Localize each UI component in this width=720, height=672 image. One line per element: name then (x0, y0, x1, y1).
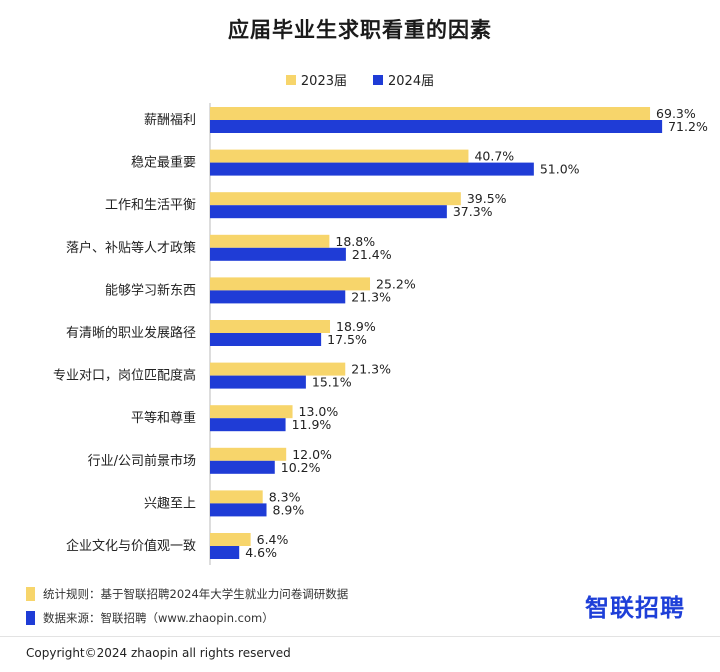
data-label-2023--1: 40.7% (474, 149, 514, 164)
bar-2024--9 (210, 503, 267, 517)
legend: 2023届 2024届 (0, 70, 720, 89)
data-label-2023--6: 21.3% (351, 362, 391, 377)
legend-swatch-2023 (285, 74, 296, 85)
category-label-9: 兴趣至上 (144, 496, 196, 511)
category-label-6: 专业对口，岗位匹配度高 (53, 368, 196, 384)
stats-rule-note: 统计规则：基于智联招聘2024年大学生就业力问卷调研数据 (26, 586, 348, 602)
source-text: 数据来源：智联招聘（www.zhaopin.com） (43, 611, 274, 625)
category-label-4: 能够学习新东西 (105, 282, 196, 298)
data-label-2023--10: 6.4% (257, 532, 289, 547)
bar-2023--5 (210, 320, 331, 333)
copyright-text: Copyright©2024 zhaopin all rights reserv… (26, 646, 291, 660)
category-label-2: 工作和生活平衡 (105, 198, 196, 213)
data-label-2023--0: 69.3% (656, 106, 696, 121)
legend-swatch-2024 (373, 74, 383, 85)
bar-2024--1 (210, 162, 534, 176)
data-label-2024--10: 4.6% (245, 545, 277, 560)
bar-2023--4 (210, 277, 371, 291)
data-label-2023--4: 25.2% (376, 276, 416, 291)
legend-label-2024: 2024届 (388, 74, 435, 89)
data-label-2024--7: 11.9% (292, 417, 332, 432)
data-label-2024--4: 21.3% (351, 289, 391, 304)
bar-2024--7 (210, 418, 286, 432)
data-label-2024--6: 15.1% (312, 375, 352, 390)
data-label-2023--8: 12.0% (292, 447, 332, 462)
bar-2024--0 (210, 120, 663, 133)
data-label-2023--3: 18.8% (335, 234, 375, 249)
bar-2024--6 (210, 375, 306, 389)
bar-2024--4 (210, 290, 346, 304)
zhaopin-logo: 智联招聘 (585, 594, 685, 622)
bar-2023--6 (210, 362, 346, 376)
footer-divider (0, 636, 720, 637)
bar-2023--10 (210, 533, 251, 546)
legend-item-2024: 2024届 (373, 70, 434, 89)
data-label-2024--0: 71.2% (668, 119, 708, 134)
bar-2023--7 (210, 405, 293, 419)
category-label-5: 有清晰的职业发展路径 (66, 325, 196, 341)
category-label-8: 行业/公司前景市场 (88, 453, 196, 469)
category-label-10: 企业文化与价值观一致 (66, 538, 196, 554)
data-label-2024--8: 10.2% (281, 460, 321, 475)
bar-2024--3 (210, 247, 346, 261)
bar-2024--5 (210, 333, 322, 346)
category-label-3: 落户、补贴等人才政策 (66, 240, 196, 256)
bar-2024--10 (210, 546, 240, 559)
data-label-2023--5: 18.9% (336, 319, 376, 334)
bar-2023--0 (210, 107, 651, 120)
data-label-2024--1: 51.0% (540, 162, 580, 177)
bar-2023--3 (210, 234, 330, 248)
bar-chart: 薪酬福利 69.3%71.2% 稳定最重要 40.7% 51.0% 工作和生活平衡 39.5… (53, 103, 708, 565)
category-label-1: 稳定最重要 (131, 155, 196, 171)
chart-title: 应届毕业生求职看重的因素 (228, 18, 492, 42)
note-swatch-blue (26, 611, 35, 625)
bar-2023--9 (210, 490, 263, 504)
stats-rule-text: 统计规则：基于智联招聘2024年大学生就业力问卷调研数据 (43, 587, 349, 601)
source-note: 数据来源：智联招聘（www.zhaopin.com） (26, 610, 274, 626)
legend-item-2023: 2023届 (285, 70, 347, 89)
note-swatch-yellow (26, 587, 35, 601)
bar-2023--2 (210, 192, 461, 206)
data-label-2024--2: 37.3% (453, 204, 493, 219)
data-label-2024--9: 8.9% (273, 502, 305, 517)
legend-label-2023: 2023届 (300, 74, 347, 89)
data-label-2023--9: 8.3% (269, 489, 301, 504)
bar-2023--8 (210, 447, 287, 461)
data-label-2024--5: 17.5% (327, 332, 367, 347)
data-label-2023--7: 13.0% (299, 404, 339, 419)
data-label-2024--3: 21.4% (352, 247, 392, 262)
bar-2023--1 (210, 149, 469, 163)
bar-2024--8 (210, 460, 275, 474)
data-label-2023--2: 39.5% (467, 191, 507, 206)
category-label-7: 平等和尊重 (131, 410, 196, 426)
category-label-0: 薪酬福利 (144, 113, 196, 128)
bar-2024--2 (210, 205, 447, 219)
